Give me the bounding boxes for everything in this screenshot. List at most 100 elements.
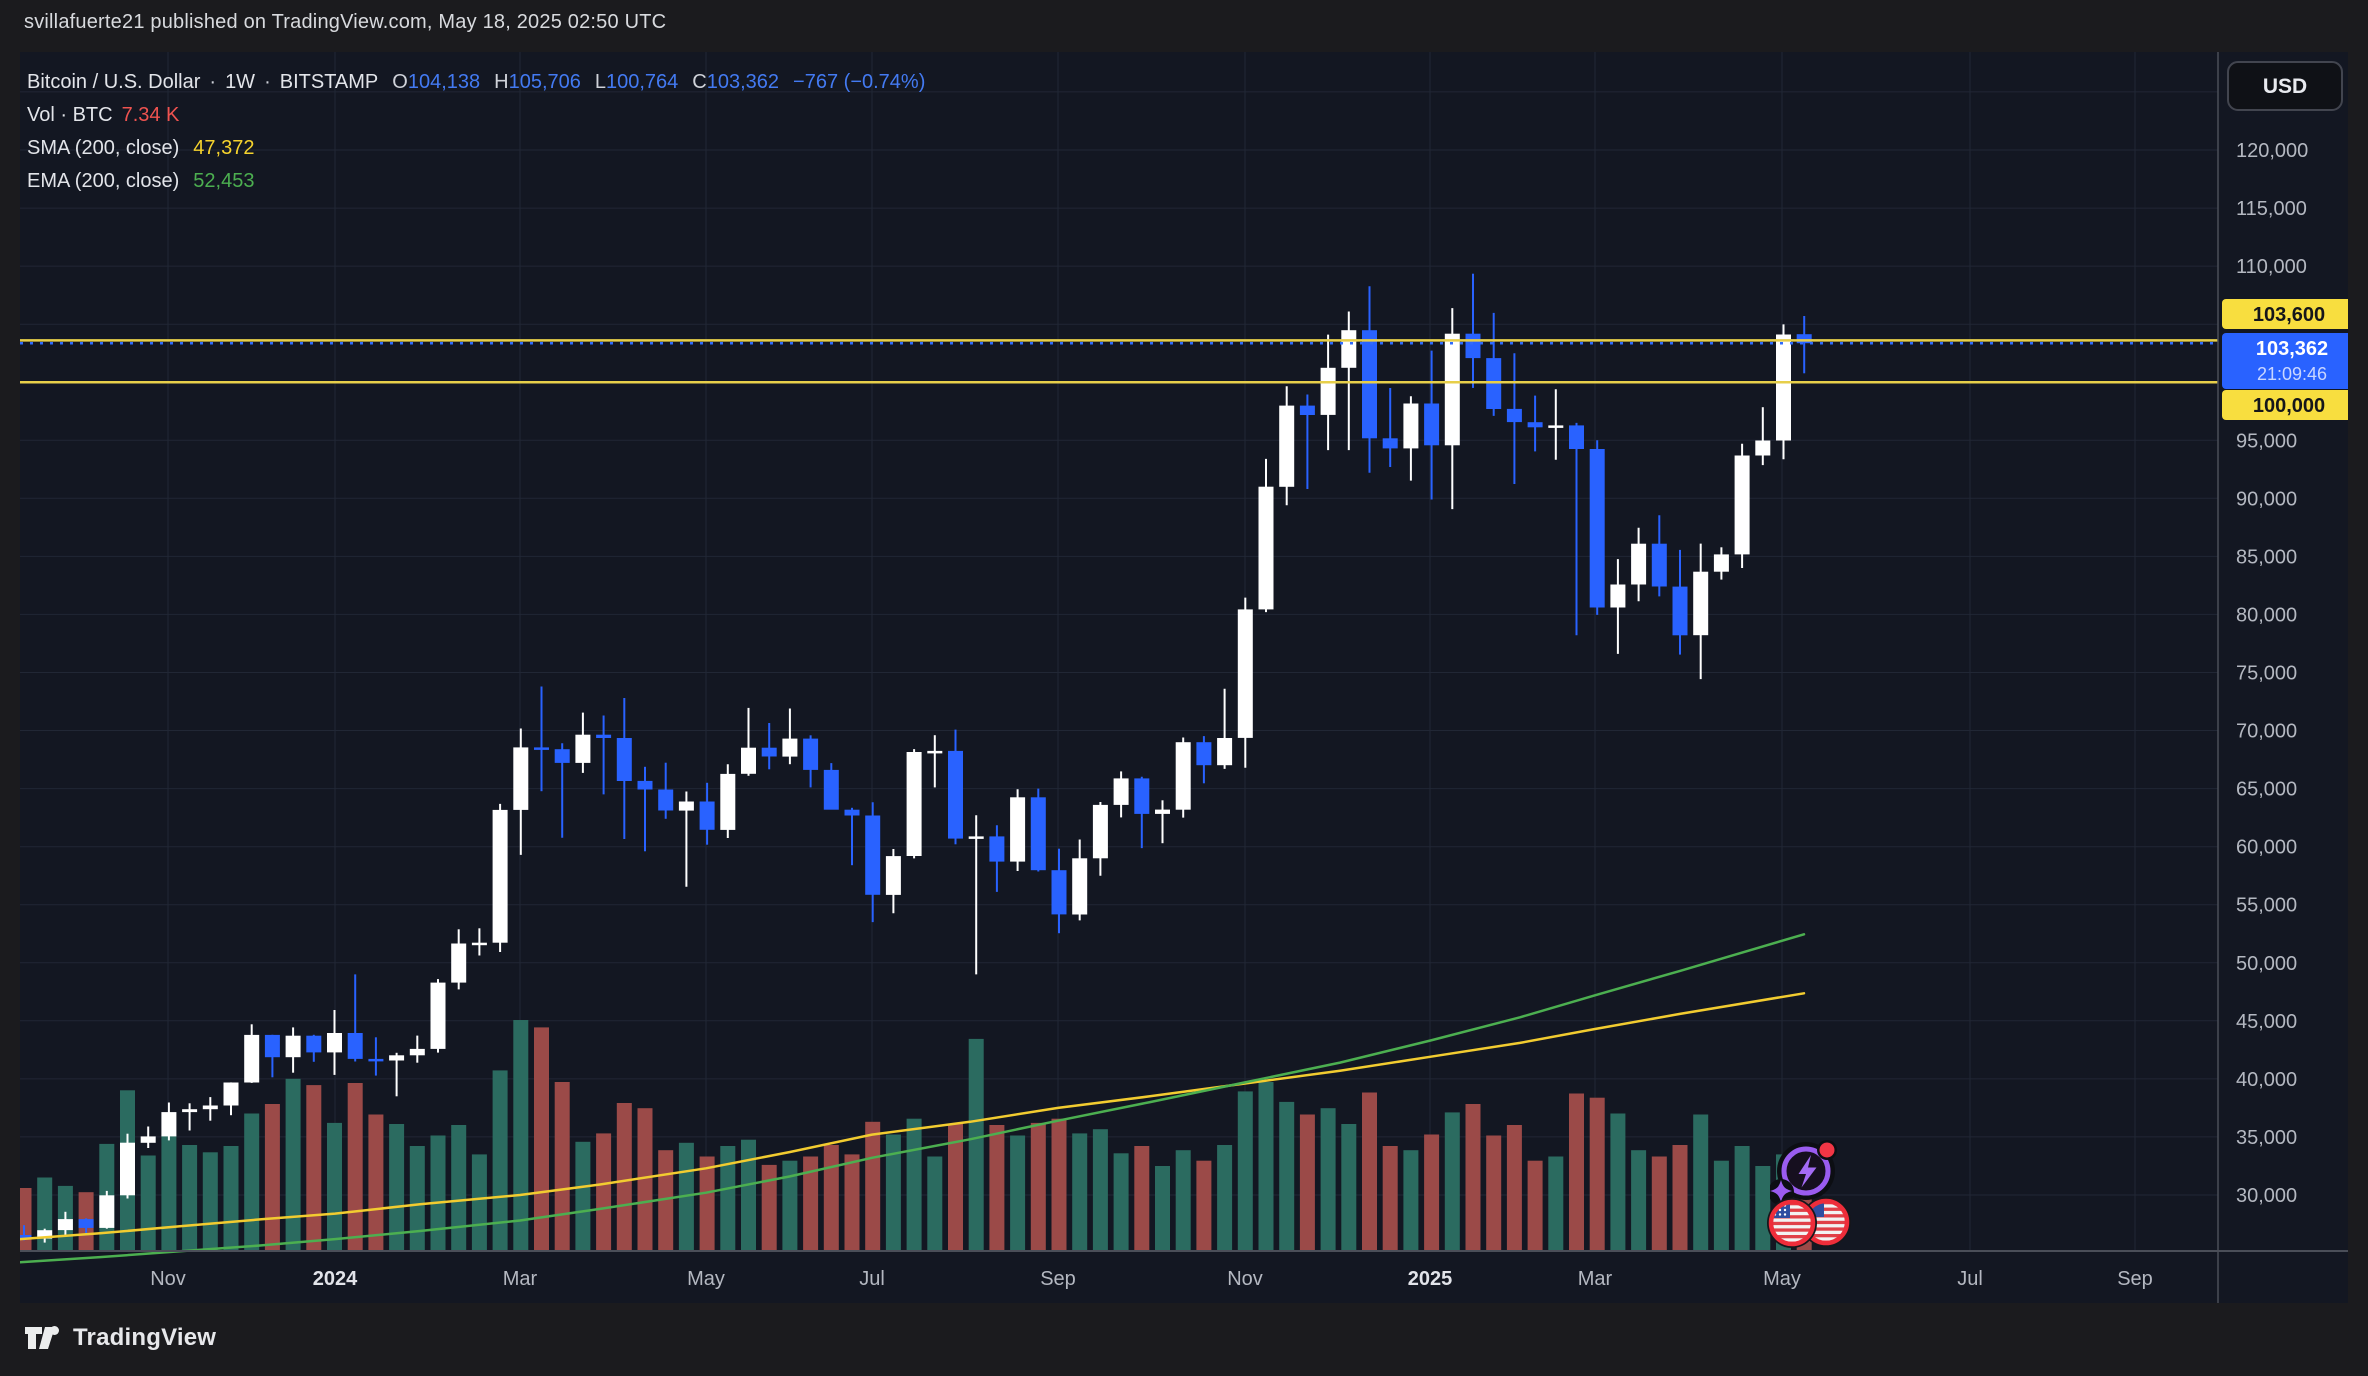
ema-value: 52,453 <box>193 170 255 192</box>
level-price-tag-lower <box>2222 390 2348 420</box>
candle-body <box>492 809 508 943</box>
candle-body <box>1134 778 1150 814</box>
candle-body <box>1237 609 1253 738</box>
high-value: 105,706 <box>508 71 581 93</box>
time-axis[interactable]: Nov 2024 Mar May Jul Sep Nov 2025 Mar May Jul Sep <box>150 1268 2153 1290</box>
legend-volume-row: Vol · BTC 7.34 K <box>27 104 925 137</box>
close-label: C <box>692 71 707 93</box>
time-axis-label: May <box>1763 1268 1801 1290</box>
candle-body <box>575 734 591 763</box>
volume-bar <box>1672 1145 1688 1251</box>
price-tick-label: 30,000 <box>2236 1185 2297 1207</box>
candle-body <box>264 1034 280 1058</box>
price-tick-label: 85,000 <box>2236 546 2297 568</box>
sma-value: 47,372 <box>193 137 255 159</box>
price-tick-label: 115,000 <box>2236 198 2307 220</box>
candle-body <box>1444 333 1460 446</box>
candle-body <box>1465 333 1481 359</box>
volume-bar <box>803 1156 819 1251</box>
candle-body <box>182 1109 198 1113</box>
volume-bar <box>223 1146 239 1251</box>
volume-bar <box>1755 1166 1771 1251</box>
volume-value: 7.34 K <box>121 104 180 126</box>
candle-body <box>389 1055 405 1061</box>
volume-bar <box>306 1085 322 1251</box>
volume-bar <box>20 1188 32 1251</box>
volume-bar <box>1155 1166 1170 1251</box>
candle-body <box>140 1136 156 1143</box>
volume-bar <box>1403 1150 1419 1251</box>
price-chart-canvas[interactable]: 120,000 115,000 110,000 95,000 90,000 85,000 8… <box>20 52 2348 1303</box>
price-tick-label: 90,000 <box>2236 488 2297 510</box>
price-tick-label: 50,000 <box>2236 953 2297 975</box>
volume-bar <box>1693 1114 1709 1251</box>
volume-bar <box>1134 1146 1150 1251</box>
volume-bar <box>244 1113 260 1251</box>
volume-bar <box>1051 1118 1067 1251</box>
candle-body <box>658 789 674 811</box>
volume-bar <box>575 1141 591 1251</box>
ema-line <box>20 933 1806 1264</box>
price-axis[interactable]: 120,000 115,000 110,000 95,000 90,000 85,000 8… <box>2236 140 2308 1207</box>
time-axis-label: Mar <box>503 1268 538 1290</box>
candle-body <box>1258 486 1274 610</box>
candle-body <box>1424 403 1440 446</box>
candle-body <box>1196 742 1212 766</box>
separator-dot: · <box>209 71 217 93</box>
candle-body <box>1072 858 1088 915</box>
volume-bar <box>409 1146 425 1251</box>
candle-body <box>1693 571 1709 636</box>
price-tick-label: 35,000 <box>2236 1127 2297 1149</box>
candle-body <box>161 1112 177 1137</box>
volume-bar <box>430 1135 446 1251</box>
volume-bar <box>720 1146 736 1251</box>
volume-bar <box>1713 1160 1729 1251</box>
volume-bar <box>264 1104 280 1251</box>
volume-bar <box>347 1083 363 1251</box>
volume-bar <box>140 1155 156 1251</box>
candle-body <box>223 1082 239 1106</box>
volume-bar <box>1465 1104 1481 1251</box>
candle-body <box>865 815 881 895</box>
volume-bar <box>761 1164 777 1251</box>
change-value: −767 (−0.74%) <box>793 71 926 93</box>
candle-body <box>1796 334 1812 344</box>
volume-bar <box>1072 1133 1088 1251</box>
candle-body <box>1631 543 1647 585</box>
volume-bar <box>596 1133 612 1251</box>
candle-body <box>1506 408 1522 423</box>
volume-bar <box>1258 1082 1274 1252</box>
candle-body <box>1113 778 1129 805</box>
currency-button[interactable]: USD <box>2227 61 2343 111</box>
volume-bar <box>1010 1135 1026 1251</box>
candle-body <box>1382 438 1398 449</box>
candle-body <box>1320 367 1336 415</box>
volume-bar <box>844 1154 860 1251</box>
volume-bar <box>927 1156 943 1251</box>
volume-bar <box>389 1124 405 1251</box>
candle-body <box>306 1035 322 1053</box>
candle-body <box>1776 334 1791 441</box>
volume-bar <box>1175 1150 1191 1251</box>
candle-body <box>927 750 943 754</box>
price-tick-label: 60,000 <box>2236 837 2297 859</box>
sma-label: SMA (200, close) <box>27 137 180 159</box>
volume-bar <box>1610 1113 1626 1251</box>
volume-bar <box>699 1156 715 1251</box>
volume-bar <box>1589 1097 1605 1251</box>
footer: TradingView <box>24 1318 216 1358</box>
high-label: H <box>494 71 509 93</box>
volume-bar <box>1299 1114 1315 1251</box>
candle-body <box>1051 870 1067 915</box>
candle-body <box>202 1105 218 1110</box>
time-axis-label: Nov <box>150 1268 186 1290</box>
level-price-tag-upper-label: 103,600 <box>2253 304 2325 326</box>
candle-body <box>78 1219 94 1228</box>
candle-body <box>1610 584 1626 608</box>
volume-bar <box>1382 1146 1398 1251</box>
time-axis-label: Sep <box>1040 1268 1076 1290</box>
price-tick-label: 70,000 <box>2236 721 2297 743</box>
volume-bar <box>1486 1135 1502 1251</box>
time-axis-label: Jul <box>1957 1268 1983 1290</box>
